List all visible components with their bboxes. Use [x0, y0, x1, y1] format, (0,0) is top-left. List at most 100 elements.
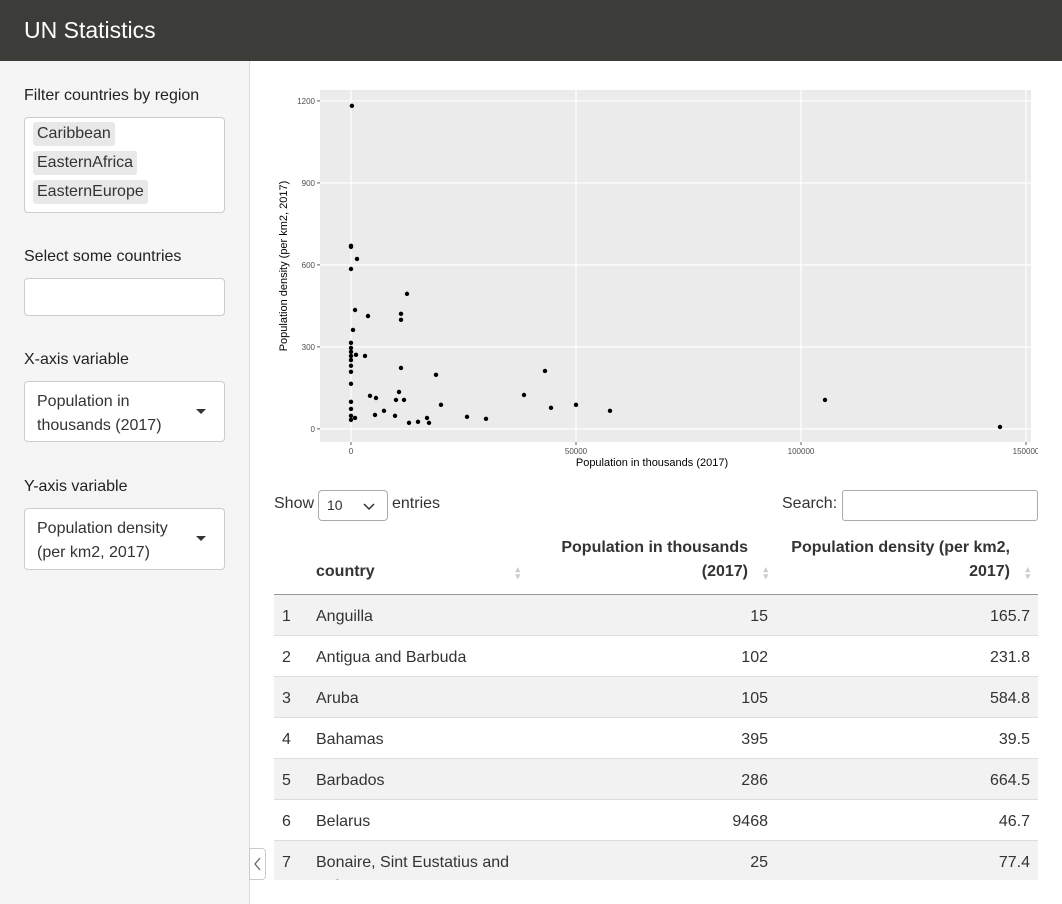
country-select[interactable] — [24, 278, 225, 316]
point — [483, 416, 489, 421]
table-cell: 102 — [528, 635, 776, 677]
header-row: countryPopulation in thousands (2017)Pop… — [274, 530, 1038, 595]
table-cell: 46.7 — [776, 799, 1038, 841]
length-value: 10 — [327, 497, 343, 513]
sidebar: Filter countries by region Caribbean East… — [0, 61, 250, 904]
region-select[interactable]: Caribbean EasternAfrica EasternEurope — [24, 117, 225, 213]
row-index: 2 — [274, 635, 308, 677]
point — [396, 389, 402, 395]
x-var-label: X-axis variable — [24, 351, 129, 368]
point — [392, 413, 398, 418]
point — [348, 345, 354, 351]
point — [822, 397, 828, 403]
plot-panel — [320, 90, 1031, 442]
point — [348, 399, 354, 405]
table-cell: 39.5 — [776, 717, 1038, 759]
point — [464, 414, 470, 420]
point — [542, 368, 548, 374]
point — [573, 402, 579, 408]
row-index: 1 — [274, 594, 308, 636]
y-var-select[interactable]: Population density (per km2, 2017) — [24, 508, 225, 570]
region-label: Filter countries by region — [24, 87, 200, 104]
point — [348, 417, 354, 423]
x-tick-label: 100000 — [788, 447, 815, 456]
y-var-label: Y-axis variable — [24, 478, 128, 495]
x-axis-label: Population in thousands (2017) — [576, 457, 728, 469]
table-cell: Aruba — [308, 676, 528, 718]
point — [548, 405, 554, 411]
point — [350, 327, 356, 333]
point — [404, 291, 410, 297]
row-index: 4 — [274, 717, 308, 759]
table-cell: 105 — [528, 676, 776, 718]
point — [381, 408, 387, 414]
table-cell: Anguilla — [308, 594, 528, 636]
row-index: 5 — [274, 758, 308, 800]
point — [348, 244, 354, 250]
point — [426, 420, 432, 426]
column-header[interactable]: Population in thousands (2017) — [528, 530, 776, 595]
table-cell: 9468 — [528, 799, 776, 841]
table-row: 5 Barbados 286 664.5 — [274, 758, 1038, 800]
x-tick-label: 150000 — [1013, 447, 1038, 456]
point — [348, 369, 354, 374]
point — [415, 419, 421, 424]
x-var-select[interactable]: Population in thousands (2017) — [24, 381, 225, 442]
table-container: countryPopulation in thousands (2017)Pop… — [274, 530, 1038, 880]
point — [393, 397, 399, 403]
point — [367, 393, 373, 399]
point — [352, 307, 358, 313]
point — [348, 363, 354, 368]
length-select[interactable]: 10 — [318, 490, 388, 521]
point — [398, 311, 404, 317]
point — [348, 381, 354, 386]
table-cell: 286 — [528, 758, 776, 800]
country-label: Select some countries — [24, 248, 182, 265]
table-cell: 25 — [528, 840, 776, 880]
region-chip[interactable]: EasternAfrica — [33, 151, 138, 175]
point — [353, 352, 359, 358]
app-title: UN Statistics — [0, 0, 1062, 61]
point — [997, 424, 1003, 430]
table-controls: Show 10 entries Search: — [274, 490, 1038, 522]
point — [348, 340, 354, 345]
table-row: 4 Bahamas 395 39.5 — [274, 717, 1038, 759]
table-cell: Belarus — [308, 799, 528, 841]
point — [424, 415, 430, 421]
point — [521, 392, 527, 398]
y-tick-label: 900 — [302, 179, 316, 188]
point — [354, 256, 360, 262]
table-cell: 77.4 — [776, 840, 1038, 880]
table-row: 2 Antigua and Barbuda 102 231.8 — [274, 635, 1038, 677]
table-cell: 395 — [528, 717, 776, 759]
column-header[interactable]: country — [308, 530, 528, 595]
collapse-icon — [254, 857, 261, 871]
point — [352, 415, 358, 421]
point — [348, 266, 354, 272]
table-cell: 15 — [528, 594, 776, 636]
collapse-button[interactable] — [249, 848, 266, 880]
search-input[interactable] — [842, 490, 1038, 521]
length-label: Show — [274, 495, 315, 512]
data-table: countryPopulation in thousands (2017)Pop… — [274, 530, 1038, 880]
table-cell: Antigua and Barbuda — [308, 635, 528, 677]
row-index: 7 — [274, 840, 308, 880]
point — [349, 103, 355, 109]
search-label: Search: — [782, 495, 838, 512]
column-header[interactable]: Population density (per km2, 2017) — [776, 530, 1038, 595]
y-axis-label: Population density (per km2, 2017) — [278, 181, 290, 352]
point — [398, 317, 404, 323]
point — [362, 353, 368, 359]
table-cell: 584.8 — [776, 676, 1038, 718]
scatter-plot: Population in thousands (2017) Populatio… — [278, 90, 1038, 469]
table-row: 3 Aruba 105 584.8 — [274, 676, 1038, 718]
x-tick-label: 0 — [349, 447, 354, 456]
table-cell: 231.8 — [776, 635, 1038, 677]
region-chip[interactable]: Caribbean — [33, 122, 115, 146]
point — [438, 402, 444, 408]
point — [398, 365, 404, 371]
point — [348, 357, 354, 363]
region-chip[interactable]: EasternEurope — [33, 180, 148, 204]
table-cell: Bonaire, Sint Eustatius and Saba — [308, 840, 528, 880]
